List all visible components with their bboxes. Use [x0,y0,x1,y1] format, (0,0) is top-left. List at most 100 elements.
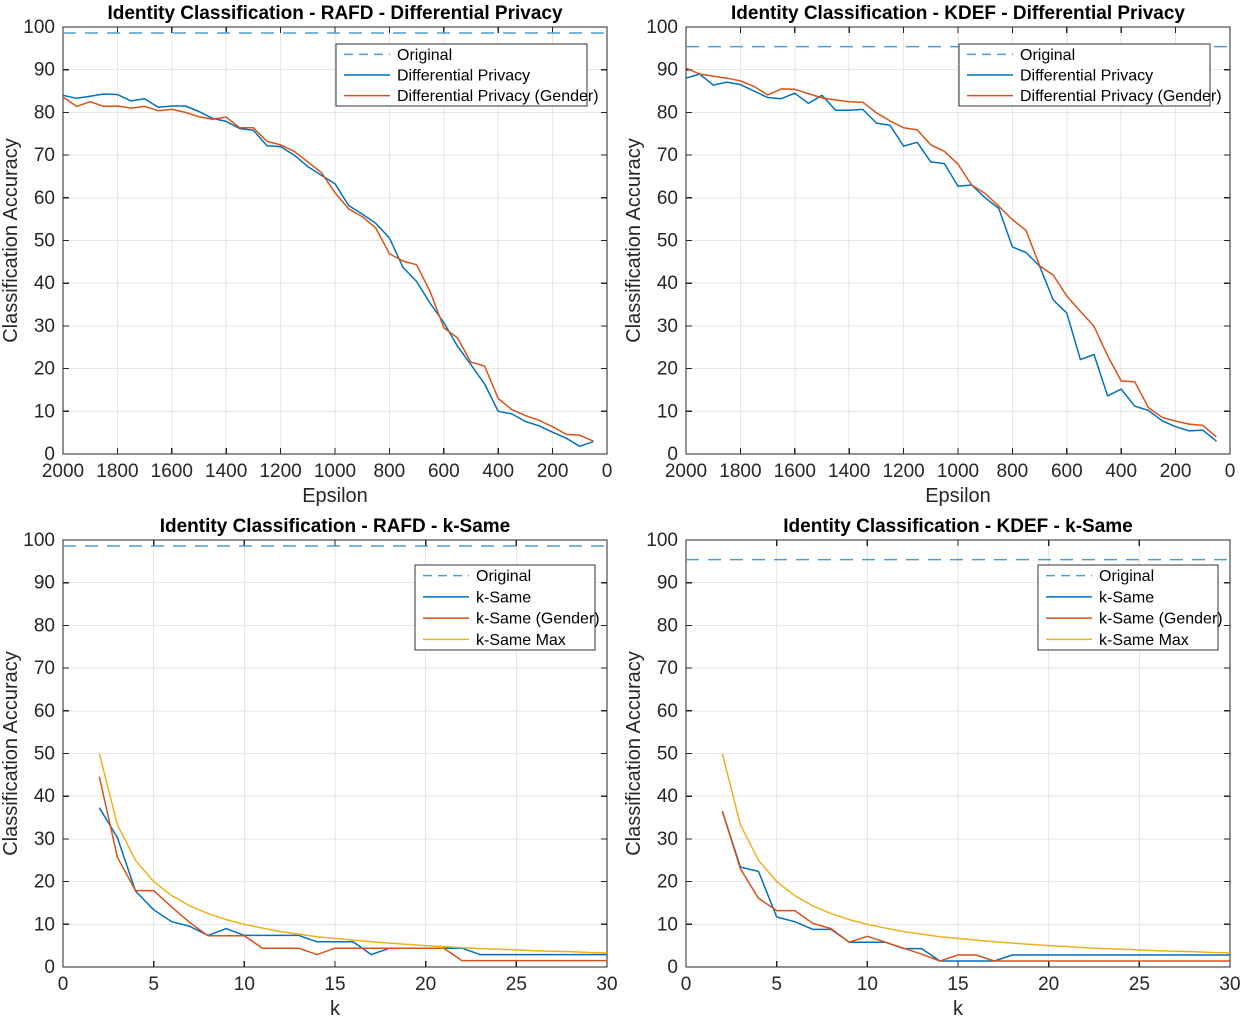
panel-rafd-k-same: 0 5 10 15 20 25 30 0 10 20 30 40 50 60 70 80 90 100 Identi… [0,513,623,1026]
svg-text:1200: 1200 [259,461,301,482]
legend-label-differential-privacy: Differential Privacy [1020,68,1153,85]
svg-text:800: 800 [374,461,406,482]
svg-text:1800: 1800 [96,461,138,482]
svg-text:1600: 1600 [774,461,816,482]
legend: Original Differential Privacy Differential… [335,43,599,107]
svg-text:1400: 1400 [828,461,870,482]
svg-text:15: 15 [324,974,345,995]
legend-label-differential-privacy: Differential Privacy [397,68,530,85]
svg-text:10: 10 [657,401,678,422]
svg-text:1400: 1400 [205,461,247,482]
legend-label-k-same: k-Same [476,589,531,606]
y-axis-label: Classification Accuracy [623,138,645,343]
svg-text:30: 30 [34,316,55,337]
svg-text:60: 60 [34,188,55,209]
y-axis-label: Classification Accuracy [0,138,22,343]
x-tick-labels: 0 5 10 15 20 25 30 [681,974,1241,995]
svg-text:0: 0 [681,974,692,995]
svg-text:0: 0 [44,957,55,978]
svg-text:70: 70 [657,658,678,679]
svg-text:1200: 1200 [882,461,924,482]
svg-text:10: 10 [34,401,55,422]
svg-text:50: 50 [657,744,678,765]
x-tick-labels: 0 5 10 15 20 25 30 [58,974,618,995]
x-axis-label: Epsilon [302,485,368,507]
chart-kdef-differential-privacy: 2000 1800 1600 1400 1200 1000 800 600 400 200 0010… [623,0,1246,513]
y-tick-labels: 0 10 20 30 40 50 60 70 80 90 100 [23,17,55,465]
svg-text:30: 30 [1219,974,1240,995]
svg-text:100: 100 [646,17,678,38]
chart-title: Identity Classification - KDEF - Differe… [731,3,1185,24]
series-line-k-same-gender- [98,776,607,962]
svg-text:50: 50 [657,231,678,252]
panel-kdef-differential-privacy: 2000 1800 1600 1400 1200 1000 800 600 400 200 0 0 10… [623,0,1246,513]
y-axis-label: Classification Accuracy [0,651,22,856]
svg-text:10: 10 [857,974,878,995]
svg-text:1000: 1000 [937,461,979,482]
chart-title: Identity Classification - KDEF - k-Same [783,516,1132,537]
x-axis-label: Epsilon [925,485,991,507]
legend-label-k-same: k-Same [1099,589,1154,606]
svg-text:90: 90 [657,60,678,81]
svg-text:25: 25 [506,974,527,995]
legend-label-original: Original [476,568,531,585]
svg-text:200: 200 [1160,461,1192,482]
x-tick-labels: 2000 1800 1600 1400 1200 1000 800 600 400 200 0 [42,461,612,482]
y-tick-labels: 0 10 20 30 40 50 60 70 80 90 100 [646,17,678,465]
svg-text:30: 30 [657,316,678,337]
svg-text:40: 40 [657,786,678,807]
svg-text:0: 0 [667,444,678,465]
svg-text:0: 0 [58,974,69,995]
svg-text:100: 100 [646,530,678,551]
svg-text:1000: 1000 [314,461,356,482]
series-line-differential-privacy-gender- [62,96,594,442]
chart-rafd-differential-privacy: 2000 1800 1600 1400 1200 1000 800 600 400 200 0010… [0,0,623,513]
chart-rafd-k-same: 0 5 10 15 20 25 30 0 10 20 30 40 50 60 70 80 90 100 Identi… [0,513,623,1026]
chart-kdef-k-same: 0 5 10 15 20 25 30 0 10 20 30 40 50 60 70 80 90 100 Identi… [623,513,1246,1026]
svg-text:600: 600 [1051,461,1083,482]
series-line-k-same-max [98,753,608,954]
svg-text:30: 30 [34,829,55,850]
legend: Original k-Same k-Same (Gender) k-Same Max [414,564,600,651]
svg-text:20: 20 [34,872,55,893]
svg-text:60: 60 [657,701,678,722]
legend-label-original: Original [1020,47,1075,64]
svg-text:400: 400 [482,461,514,482]
legend-label-k-same-gender-: k-Same (Gender) [1099,611,1223,628]
svg-text:50: 50 [34,231,55,252]
svg-text:100: 100 [23,17,55,38]
svg-text:80: 80 [34,102,55,123]
svg-text:2000: 2000 [42,461,84,482]
svg-text:800: 800 [997,461,1029,482]
legend-label-k-same-gender-: k-Same (Gender) [476,611,600,628]
svg-text:60: 60 [657,188,678,209]
svg-text:90: 90 [657,573,678,594]
svg-text:600: 600 [428,461,460,482]
svg-text:90: 90 [34,60,55,81]
series-line-k-same-gender- [721,810,1230,962]
x-tick-labels: 2000 1800 1600 1400 1200 1000 800 600 400 200 0 [665,461,1235,482]
svg-text:80: 80 [34,615,55,636]
legend-label-original: Original [397,47,452,64]
svg-text:20: 20 [1038,974,1059,995]
legend-box [1037,564,1219,651]
axis-tick-marks [62,26,608,455]
x-axis-label: k [330,998,341,1020]
svg-text:400: 400 [1105,461,1137,482]
svg-text:0: 0 [667,957,678,978]
svg-text:40: 40 [34,273,55,294]
series-line-k-same [721,810,1230,962]
svg-text:10: 10 [657,914,678,935]
svg-text:20: 20 [415,974,436,995]
svg-text:0: 0 [44,444,55,465]
legend-label-k-same-max: k-Same Max [1099,632,1189,649]
svg-text:15: 15 [947,974,968,995]
svg-text:50: 50 [34,744,55,765]
svg-text:80: 80 [657,615,678,636]
svg-text:90: 90 [34,573,55,594]
svg-text:25: 25 [1129,974,1150,995]
svg-text:30: 30 [596,974,617,995]
svg-text:100: 100 [23,530,55,551]
svg-text:200: 200 [537,461,569,482]
